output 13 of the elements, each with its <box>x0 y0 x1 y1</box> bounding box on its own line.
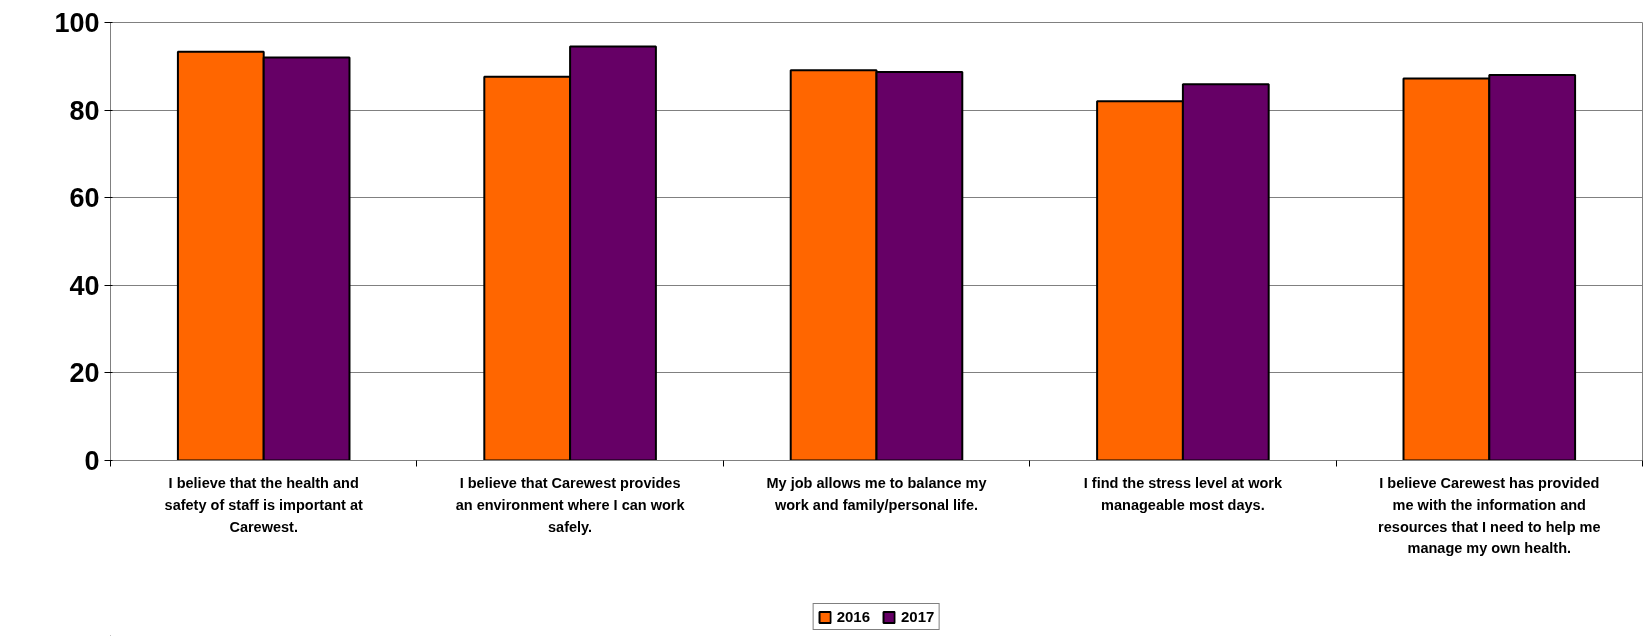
legend-label: 2017 <box>901 608 935 625</box>
y-tick-label: 20 <box>69 358 100 389</box>
y-tick-label: 100 <box>54 8 100 38</box>
y-tick-label: 0 <box>84 446 100 476</box>
y-tick-label: 40 <box>69 270 100 301</box>
legend-label: 2016 <box>836 608 870 625</box>
y-tick-label: 60 <box>69 183 100 214</box>
y-tick-label: 80 <box>69 95 100 126</box>
x-tick-label: I believe that Carewest provides an environment where I can work safely. <box>455 475 686 535</box>
x-tick-label: I find the stress level at work manageable most days. <box>1083 475 1283 514</box>
x-tick-label: My job allows me to balance my work and family/personal life. <box>766 475 987 514</box>
x-tick-label: I believe that the health and safety of staff is important at Carewest. <box>164 475 363 535</box>
x-tick-label: I believe Carewest has provided me with the information and resources that I need to help me manage my own health. <box>1378 475 1601 557</box>
